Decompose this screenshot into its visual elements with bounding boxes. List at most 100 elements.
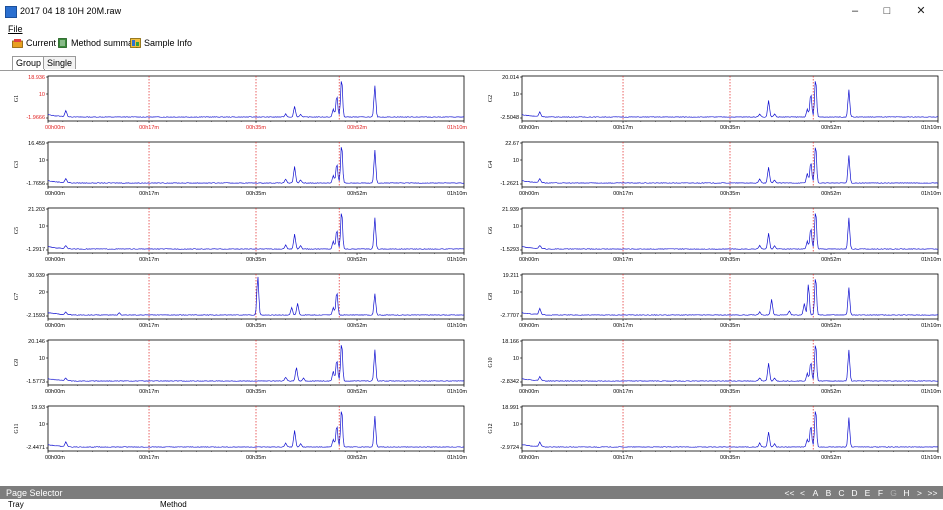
x-tick-label: 00h00m — [519, 257, 539, 263]
x-tick-label: 00h35m — [246, 191, 266, 197]
y-max-label: 20.146 — [28, 339, 45, 345]
method-label: Method — [160, 500, 187, 509]
view-tabs: Group Single — [0, 54, 943, 71]
sample-info-icon — [130, 38, 141, 48]
chromatogram-panel-g4[interactable]: 22.67 -1.2621 10 G4 00h00m 00h17m 00h35m 00h52m… — [482, 137, 942, 199]
page-nav-7[interactable]: F — [877, 488, 884, 498]
method-summary-button[interactable]: Method summary — [57, 38, 141, 48]
footer-row: Tray Method — [0, 499, 943, 510]
y-mid-label: 10 — [513, 290, 519, 296]
x-tick-label: 01h10m — [447, 455, 467, 461]
y-mid-label: 10 — [39, 158, 45, 164]
chromatogram-panel-g2[interactable]: 20.014 -2.5048 10 G2 00h00m 00h17m 00h35m 00h52… — [482, 71, 942, 133]
maximize-button[interactable]: □ — [883, 5, 891, 17]
x-tick-label: 00h17m — [139, 389, 159, 395]
page-nav-1[interactable]: < — [800, 488, 805, 498]
minimize-button[interactable]: – — [851, 5, 859, 17]
x-tick-label: 00h17m — [613, 125, 633, 131]
y-min-label: -1.5293 — [500, 247, 519, 253]
close-button[interactable]: ✕ — [916, 5, 926, 17]
page-nav-2[interactable]: A — [812, 488, 819, 498]
y-max-label: 20.014 — [502, 75, 519, 81]
sample-info-button[interactable]: Sample Info — [130, 38, 192, 48]
x-tick-label: 00h00m — [45, 323, 65, 329]
y-min-label: -2.1593 — [26, 313, 45, 319]
menu-file[interactable]: File — [8, 24, 23, 34]
chart-g12: 18.991 -2.9724 10 G12 00h00m 00h17m 00h35m 00h5… — [488, 405, 941, 461]
x-tick-label: 00h52m — [347, 191, 367, 197]
y-mid-label: 10 — [39, 356, 45, 362]
chart-g2: 20.014 -2.5048 10 G2 00h00m 00h17m 00h35m 00h52… — [488, 75, 941, 131]
page-navigation: << < A B C D E F G H > >> — [783, 488, 939, 498]
page-nav-0[interactable]: << — [784, 488, 795, 498]
y-max-label: 30.939 — [28, 273, 45, 279]
y-mid-label: 10 — [513, 92, 519, 98]
x-tick-label: 00h52m — [347, 125, 367, 131]
y-mid-label: 10 — [513, 224, 519, 230]
x-tick-label: 01h10m — [921, 257, 941, 263]
x-tick-label: 00h17m — [613, 191, 633, 197]
chromatogram-trace — [47, 276, 465, 316]
page-nav-6[interactable]: E — [864, 488, 871, 498]
x-tick-label: 01h10m — [447, 323, 467, 329]
y-max-label: 16.459 — [28, 141, 45, 147]
x-tick-label: 00h00m — [519, 125, 539, 131]
y-max-label: 22.67 — [505, 141, 519, 147]
chromatogram-panel-g5[interactable]: 21.203 -1.2917 10 G5 00h00m 00h17m 00h35m 00h52… — [8, 203, 468, 265]
page-nav-3[interactable]: B — [825, 488, 832, 498]
x-tick-label: 00h52m — [821, 125, 841, 131]
x-tick-label: 00h17m — [139, 257, 159, 263]
tab-single[interactable]: Single — [43, 56, 77, 69]
y-axis-name: G3 — [14, 161, 20, 168]
chromatogram-panel-g10[interactable]: 18.166 -2.8342 10 G10 00h00m 00h17m 00h35m 00h5… — [482, 335, 942, 397]
x-tick-label: 01h10m — [921, 191, 941, 197]
chromatogram-panel-g7[interactable]: 30.939 -2.1593 20 G7 00h00m 00h17m 00h35m 00h52… — [8, 269, 468, 331]
chromatogram-panel-g9[interactable]: 20.146 -1.5773 10 G9 00h00m 00h17m 00h35m 00h52… — [8, 335, 468, 397]
x-tick-label: 01h10m — [447, 125, 467, 131]
x-tick-label: 00h35m — [246, 389, 266, 395]
window-title: 2017 04 18 10H 20M.raw — [20, 6, 122, 16]
page-nav-5[interactable]: D — [851, 488, 858, 498]
x-tick-label: 00h00m — [519, 323, 539, 329]
page-nav-11[interactable]: >> — [927, 488, 938, 498]
page-nav-8[interactable]: G — [890, 488, 897, 498]
y-axis-name: G10 — [488, 357, 494, 367]
chromatogram-trace — [521, 345, 939, 382]
current-button[interactable]: Current — [12, 38, 56, 48]
y-axis-name: G12 — [488, 423, 494, 433]
page-nav-4[interactable]: C — [838, 488, 845, 498]
chromatogram-panel-g6[interactable]: 21.939 -1.5293 10 G6 00h00m 00h17m 00h35m 00h52… — [482, 203, 942, 265]
x-tick-label: 01h10m — [447, 257, 467, 263]
menu-bar: File — [0, 22, 943, 36]
chromatogram-trace — [47, 411, 464, 448]
x-tick-label: 00h17m — [613, 257, 633, 263]
chromatogram-trace — [47, 213, 465, 250]
x-tick-label: 01h10m — [447, 389, 467, 395]
chart-g5: 21.203 -1.2917 10 G5 00h00m 00h17m 00h35m 00h52… — [14, 207, 467, 263]
x-tick-label: 00h35m — [720, 125, 740, 131]
x-tick-label: 01h10m — [921, 323, 941, 329]
page-selector-label: Page Selector — [6, 488, 63, 498]
x-tick-label: 00h52m — [347, 389, 367, 395]
x-tick-label: 00h00m — [45, 389, 65, 395]
page-nav-10[interactable]: > — [917, 488, 922, 498]
y-mid-label: 10 — [513, 422, 519, 428]
x-tick-label: 00h52m — [347, 455, 367, 461]
chromatogram-panel-g1[interactable]: 18.936 -1.9666 10 G1 00h00m 00h17m 00h35m 00h52… — [8, 71, 468, 133]
y-mid-label: 10 — [513, 158, 519, 164]
tab-group[interactable]: Group — [12, 56, 46, 70]
chart-g11: 19.93 -2.4471 10 G11 00h00m 00h17m 00h35m 00h52… — [14, 405, 467, 461]
chart-g4: 22.67 -1.2621 10 G4 00h00m 00h17m 00h35m 00h52m… — [488, 141, 941, 197]
page-nav-9[interactable]: H — [903, 488, 910, 498]
chromatogram-panel-g3[interactable]: 16.459 -1.7656 10 G3 00h00m 00h17m 00h35m 00h52… — [8, 137, 468, 199]
y-axis-name: G1 — [14, 95, 20, 102]
x-tick-label: 00h00m — [519, 191, 539, 197]
x-tick-label: 00h17m — [139, 191, 159, 197]
chart-g3: 16.459 -1.7656 10 G3 00h00m 00h17m 00h35m 00h52… — [14, 141, 467, 197]
chart-g10: 18.166 -2.8342 10 G10 00h00m 00h17m 00h35m 00h5… — [488, 339, 941, 395]
chromatogram-panel-g12[interactable]: 18.991 -2.9724 10 G12 00h00m 00h17m 00h35m 00h5… — [482, 401, 942, 463]
x-tick-label: 01h10m — [921, 125, 941, 131]
chromatogram-panel-g8[interactable]: 19.211 -2.7707 10 G8 00h00m 00h17m 00h35m 00h52… — [482, 269, 942, 331]
x-tick-label: 00h35m — [246, 257, 266, 263]
chromatogram-panel-g11[interactable]: 19.93 -2.4471 10 G11 00h00m 00h17m 00h35m 00h52… — [8, 401, 468, 463]
